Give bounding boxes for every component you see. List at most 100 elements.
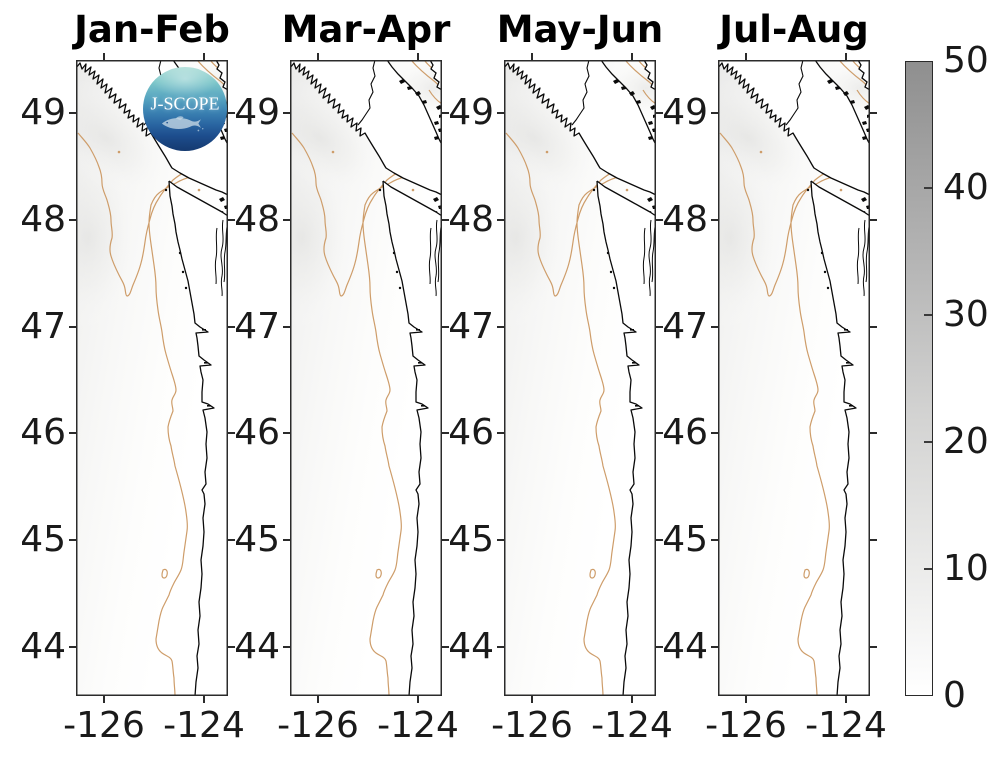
y-tick-label: 45	[448, 519, 494, 560]
x-tick-top	[631, 53, 633, 60]
y-tick-right	[656, 219, 663, 221]
y-tick-label: 47	[448, 306, 494, 347]
y-tick-label: 45	[662, 519, 708, 560]
x-tick-label: -124	[805, 705, 887, 746]
colorbar-tick	[924, 441, 932, 443]
y-tick-right	[870, 539, 877, 541]
y-tick-right	[442, 646, 449, 648]
y-tick-right	[442, 539, 449, 541]
y-tick-right	[228, 432, 235, 434]
y-tick-right	[656, 539, 663, 541]
colorbar-tick	[924, 314, 932, 316]
y-tick-right	[442, 432, 449, 434]
fish-icon	[161, 116, 204, 132]
colorbar-tick-label: 30	[943, 294, 989, 335]
y-tick-left	[69, 326, 76, 328]
y-tick-left	[283, 112, 290, 114]
y-tick-label: 48	[20, 199, 66, 240]
y-tick-label: 49	[20, 92, 66, 133]
y-tick-right	[656, 112, 663, 114]
x-tick-label: -124	[377, 705, 459, 746]
y-tick-left	[497, 646, 504, 648]
y-tick-right	[870, 219, 877, 221]
y-tick-label: 47	[662, 306, 708, 347]
y-tick-label: 46	[234, 412, 280, 453]
y-tick-right	[228, 112, 235, 114]
y-tick-right	[442, 112, 449, 114]
y-tick-label: 45	[20, 519, 66, 560]
map-panel-janfeb	[76, 60, 228, 696]
x-tick-label: -124	[163, 705, 245, 746]
y-tick-left	[69, 539, 76, 541]
y-tick-label: 48	[448, 199, 494, 240]
jscope-logo: J-SCOPE	[143, 67, 227, 151]
y-tick-left	[497, 326, 504, 328]
y-tick-label: 44	[448, 626, 494, 667]
y-tick-label: 46	[662, 412, 708, 453]
y-tick-left	[283, 539, 290, 541]
x-tick-bottom	[531, 696, 533, 703]
y-tick-left	[69, 646, 76, 648]
x-tick-bottom	[631, 696, 633, 703]
y-tick-left	[711, 432, 718, 434]
map-panel-mayjun	[504, 60, 656, 696]
x-tick-bottom	[845, 696, 847, 703]
x-tick-top	[745, 53, 747, 60]
colorbar-tick-label: 40	[943, 167, 989, 208]
y-tick-left	[69, 219, 76, 221]
colorbar-tick	[924, 568, 932, 570]
y-tick-label: 47	[234, 306, 280, 347]
y-tick-right	[228, 326, 235, 328]
x-tick-bottom	[745, 696, 747, 703]
jscope-logo-text: J-SCOPE	[150, 93, 220, 114]
x-tick-label: -124	[591, 705, 673, 746]
y-tick-label: 48	[662, 199, 708, 240]
y-tick-left	[69, 112, 76, 114]
x-tick-label: -126	[491, 705, 573, 746]
y-tick-label: 46	[20, 412, 66, 453]
y-tick-left	[283, 432, 290, 434]
x-tick-label: -126	[63, 705, 145, 746]
y-tick-right	[870, 646, 877, 648]
colorbar-tick-label: 20	[943, 421, 989, 462]
y-tick-left	[711, 326, 718, 328]
colorbar-tick-label: 50	[943, 40, 989, 81]
x-tick-bottom	[317, 696, 319, 703]
map-panel-julaug	[718, 60, 870, 696]
y-tick-right	[228, 646, 235, 648]
x-tick-top	[317, 53, 319, 60]
y-tick-label: 49	[448, 92, 494, 133]
y-tick-right	[656, 326, 663, 328]
colorbar	[905, 61, 933, 696]
y-tick-label: 49	[234, 92, 280, 133]
y-tick-left	[69, 432, 76, 434]
y-tick-right	[228, 539, 235, 541]
map-panel-marapr	[290, 60, 442, 696]
y-tick-left	[283, 219, 290, 221]
y-tick-left	[283, 326, 290, 328]
y-tick-label: 46	[448, 412, 494, 453]
y-tick-right	[442, 326, 449, 328]
colorbar-tick-label: 10	[943, 548, 989, 589]
y-tick-left	[283, 646, 290, 648]
y-tick-left	[711, 539, 718, 541]
y-tick-left	[497, 112, 504, 114]
y-tick-left	[711, 646, 718, 648]
y-tick-right	[870, 432, 877, 434]
y-tick-left	[497, 432, 504, 434]
y-tick-left	[711, 219, 718, 221]
x-tick-top	[103, 53, 105, 60]
y-tick-left	[497, 539, 504, 541]
x-tick-top	[531, 53, 533, 60]
y-tick-left	[711, 112, 718, 114]
y-tick-right	[870, 326, 877, 328]
y-tick-right	[442, 219, 449, 221]
y-tick-right	[228, 219, 235, 221]
y-tick-label: 47	[20, 306, 66, 347]
panel-title-janfeb: Jan-Feb	[74, 8, 230, 51]
colorbar-tick-label: 0	[943, 675, 966, 716]
x-tick-label: -126	[705, 705, 787, 746]
panel-title-julaug: Jul-Aug	[719, 8, 869, 51]
y-tick-label: 44	[234, 626, 280, 667]
